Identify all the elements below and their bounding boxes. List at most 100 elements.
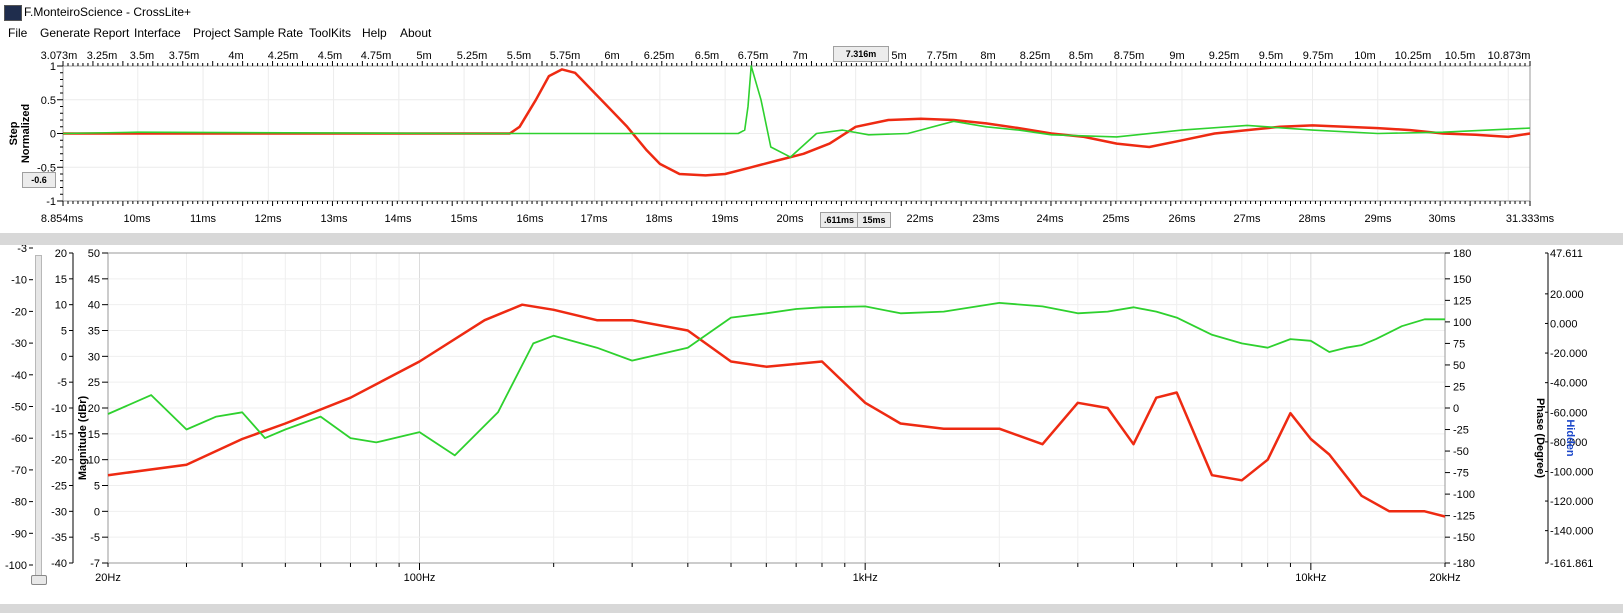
bottom-tick-label: 25ms — [1103, 213, 1130, 225]
bottom-tick-label: 13ms — [321, 213, 348, 225]
slider-scale-label: -20 — [11, 306, 27, 318]
menu-project-sample-rate[interactable]: Project Sample Rate — [193, 26, 304, 40]
menu-generate-report[interactable]: Generate Report — [40, 26, 130, 40]
phase-scale-label: 0 — [1453, 403, 1459, 415]
magnitude-scale-b-label: 50 — [88, 248, 100, 260]
magnitude-scale-a-label: 20 — [55, 248, 67, 260]
magnitude-scale-a-label: 5 — [61, 326, 67, 338]
top-tick-label: 5.5m — [507, 50, 531, 62]
slider-scale-label: -100 — [5, 560, 27, 572]
top-tick-label: 6.5m — [695, 50, 719, 62]
magnitude-scale-b-label: -5 — [90, 532, 100, 544]
menu-help[interactable]: Help — [362, 26, 387, 40]
phase-scale-label: 100 — [1453, 317, 1471, 329]
bottom-scrollbar[interactable] — [0, 604, 1623, 613]
menu-about[interactable]: About — [400, 26, 432, 40]
magnitude-scale-b-label: 35 — [88, 326, 100, 338]
phase-scale-label: -100 — [1453, 489, 1475, 501]
top-tick-label: 5m — [416, 50, 431, 62]
level-slider-track[interactable] — [35, 255, 42, 581]
slider-scale-label: -80 — [11, 497, 27, 509]
hidden-scale-label: 0.000 — [1550, 318, 1578, 330]
top-tick-label: 10.25m — [1395, 50, 1432, 62]
hidden-scale-label: -161.861 — [1550, 558, 1593, 570]
magnitude-scale-b-label: 25 — [88, 377, 100, 389]
top-tick-label: 4.5m — [318, 50, 342, 62]
magnitude-axis-label: Magnitude (dBr) — [77, 396, 89, 481]
top-tick-label: 10.873m — [1488, 50, 1531, 62]
bottom-tick-label: 27ms — [1234, 213, 1261, 225]
magnitude-scale-a-label: -25 — [51, 481, 67, 493]
magnitude-scale-b-label: 20 — [88, 403, 100, 415]
bottom-tick-label: 10ms — [124, 213, 151, 225]
top-tick-label: 7.75m — [927, 50, 958, 62]
level-slider-thumb[interactable] — [31, 575, 47, 585]
magnitude-scale-a-label: -40 — [51, 558, 67, 570]
slider-scale-label: -3 — [17, 245, 27, 255]
magnitude-scale-b-label: 0 — [94, 506, 100, 518]
magnitude-scale-b-label: 40 — [88, 300, 100, 312]
hidden-scale-label: -40.000 — [1550, 378, 1587, 390]
top-tick-label: 5.75m — [550, 50, 581, 62]
top-tick-label: 5m — [891, 50, 906, 62]
menu-toolkits[interactable]: ToolKits — [309, 26, 352, 40]
top-tick-label: 3.25m — [87, 50, 118, 62]
frequency-response-chart[interactable]: 20Hz 100Hz 1kHz 10kHz 20kHz-3-10-20-30-40-50… — [0, 245, 1623, 603]
bottom-tick-label: 22ms — [907, 213, 934, 225]
y-tick-label: -1 — [46, 196, 56, 208]
top-tick-label: 4.25m — [268, 50, 299, 62]
y-axis-label-step: Step — [8, 121, 20, 145]
title-bar: F.MonteiroScience - CrossLite+ — [0, 0, 1623, 24]
slider-scale-label: -90 — [11, 528, 27, 540]
menu-bar: File Generate Report Interface Project S… — [0, 24, 1623, 44]
pane-splitter[interactable] — [0, 233, 1623, 245]
bottom-tick-label: 19ms — [712, 213, 739, 225]
bottom-tick-label: 16ms — [517, 213, 544, 225]
phase-scale-label: 150 — [1453, 274, 1471, 286]
phase-scale-label: -25 — [1453, 425, 1469, 437]
freq-series-red — [107, 303, 1446, 518]
phase-scale-label: -50 — [1453, 446, 1469, 458]
bottom-tick-label: 24ms — [1037, 213, 1064, 225]
top-tick-label: 6.25m — [644, 50, 675, 62]
top-tick-label: 8m — [980, 50, 995, 62]
top-tick-label: 4m — [228, 50, 243, 62]
top-tick-label: 6m — [604, 50, 619, 62]
phase-scale-label: 125 — [1453, 295, 1471, 307]
x-tick-label: 100Hz — [404, 572, 436, 584]
x-tick-label: 20Hz — [95, 572, 121, 584]
slider-scale-label: -40 — [11, 370, 27, 382]
magnitude-scale-a-label: 0 — [61, 351, 67, 363]
menu-file[interactable]: File — [8, 26, 28, 40]
bottom-tick-label: 31.333ms — [1506, 213, 1555, 225]
app-logo-icon — [4, 5, 22, 21]
magnitude-scale-b-label: 5 — [94, 481, 100, 493]
slider-scale-label: -70 — [11, 465, 27, 477]
menu-interface[interactable]: Interface — [134, 26, 181, 40]
phase-scale-label: 50 — [1453, 360, 1465, 372]
phase-scale-label: -125 — [1453, 511, 1475, 523]
slider-scale-label: -10 — [11, 275, 27, 287]
hidden-scale-label: -140.000 — [1550, 526, 1593, 538]
y-tick-label: 1 — [50, 61, 56, 73]
top-tick-label: 4.75m — [361, 50, 392, 62]
magnitude-scale-a-label: -5 — [57, 377, 67, 389]
phase-scale-label: -150 — [1453, 532, 1475, 544]
bottom-tick-label: 28ms — [1299, 213, 1326, 225]
bottom-tick-label: 8.854ms — [41, 213, 84, 225]
magnitude-scale-b-label: 30 — [88, 351, 100, 363]
slider-scale-label: -50 — [11, 402, 27, 414]
bottom-tick-label: 12ms — [255, 213, 282, 225]
phase-axis-label: Phase (Degree) — [1534, 398, 1546, 478]
step-response-chart[interactable]: 3.073m 3.25m 3.5m 3.75m 4m 4.25m 4.5m 4.75m 5m 5.… — [0, 44, 1623, 234]
top-tick-label: 3.5m — [130, 50, 154, 62]
y-tick-label: 0 — [50, 129, 56, 141]
window-title: F.MonteiroScience - CrossLite+ — [24, 5, 192, 19]
y-cursor-readout: -0.6 — [22, 172, 56, 188]
bottom-cursor-readout-left: .611ms — [820, 212, 858, 228]
y-tick-label: 0.5 — [41, 95, 56, 107]
top-tick-label: 10.5m — [1445, 50, 1476, 62]
top-tick-label: 10m — [1354, 50, 1375, 62]
top-tick-label: 5.25m — [457, 50, 488, 62]
top-tick-label: 8.75m — [1114, 50, 1145, 62]
